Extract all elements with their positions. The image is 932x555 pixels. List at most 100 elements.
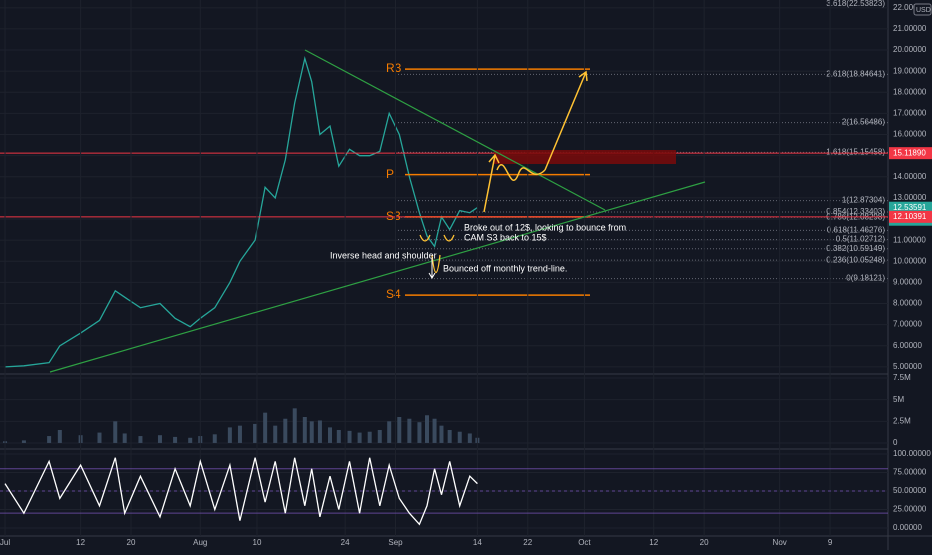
volume-bar	[439, 425, 444, 443]
price-line	[4, 55, 478, 368]
annotation: Inverse head and shoulder	[330, 250, 437, 260]
y-tick-label: 50.00000	[893, 486, 927, 495]
currency-label: USD	[916, 7, 931, 14]
fib-label: 0(9.18121)	[846, 274, 885, 283]
price-badge-label: 15.11890	[893, 148, 926, 157]
volume-bar	[57, 429, 62, 443]
fib-label: 2(16.56486)	[842, 118, 885, 127]
fib-label: 3.618(22.53823)	[826, 0, 885, 8]
x-tick-label: 9	[828, 538, 833, 547]
fib-label: 0.236(10.05248)	[826, 255, 885, 264]
annotation: Broke out of 12$, looking to bounce from	[464, 222, 626, 232]
y-tick-label: 9.00000	[893, 277, 922, 286]
y-tick-label: 0	[893, 438, 898, 447]
x-tick-label: 12	[649, 538, 658, 547]
annotation: Bounced off monthly trend-line.	[443, 263, 567, 273]
x-tick-label: 14	[473, 538, 482, 547]
volume-bar	[122, 433, 127, 443]
volume-bar	[447, 429, 452, 443]
arrow	[544, 70, 588, 171]
trendline	[49, 181, 706, 373]
x-tick-label: 12	[76, 538, 85, 547]
trendline	[304, 49, 606, 211]
fib-label: 0.5(11.02712)	[836, 235, 886, 244]
fib-label: 0.382(10.59149)	[826, 244, 885, 253]
y-tick-label: 14.00000	[893, 172, 927, 181]
price-badge-label: 12.10391	[893, 212, 927, 221]
volume-bar	[347, 430, 352, 443]
volume-bar	[253, 423, 258, 443]
x-tick-label: 24	[341, 538, 350, 547]
volume-bar	[21, 440, 26, 443]
volume-bar	[188, 437, 193, 443]
y-tick-label: 0.00000	[893, 523, 922, 532]
drawings	[49, 49, 706, 373]
volume-bar	[367, 431, 372, 443]
volume-bar	[357, 432, 362, 443]
pivot-label: R3	[386, 61, 402, 75]
volume-bar	[212, 434, 217, 443]
y-tick-label: 2.5M	[893, 416, 911, 425]
fib-label: 0.618(11.46276)	[827, 225, 885, 234]
x-tick-label: Oct	[578, 538, 591, 547]
volume-bar	[424, 415, 429, 443]
price-badge	[889, 201, 932, 214]
y-tick-label: 7.5M	[893, 373, 911, 382]
volume-bar	[377, 429, 382, 443]
price-badge-label: 12.53591	[893, 203, 927, 212]
pivot-label: P	[386, 167, 394, 181]
volume-bar	[317, 420, 322, 443]
y-tick-label: 18.00000	[893, 87, 927, 96]
x-tick-label: Nov	[773, 538, 787, 547]
volume-bar	[157, 435, 162, 443]
pivot-label: S4	[386, 287, 401, 301]
x-tick-label: Sep	[388, 538, 403, 547]
volume-bar	[237, 425, 242, 443]
y-tick-label: 5.00000	[893, 362, 922, 371]
y-tick-label: 17.00000	[893, 109, 927, 118]
fib-label: 1.618(15.15458)	[826, 148, 885, 157]
y-tick-label: 8.00000	[893, 299, 922, 308]
volume-bar	[328, 427, 333, 443]
fib-label: 0.854(12.33403)	[826, 207, 885, 216]
volume-bar	[387, 421, 392, 443]
price-badge	[889, 147, 932, 160]
resistance-zone	[494, 150, 676, 164]
y-tick-label: 13.00000	[893, 193, 927, 202]
price-badge	[889, 210, 932, 223]
volume-bar	[283, 418, 288, 443]
y-tick-label: 10.00000	[893, 256, 927, 265]
volume-bar	[292, 408, 297, 443]
x-tick-label: 22	[523, 538, 532, 547]
fib-label: 2.618(18.84641)	[826, 70, 885, 79]
arrow	[428, 258, 436, 279]
volume-bar	[273, 425, 278, 443]
x-tick-label: Jul	[0, 538, 10, 547]
volume-bar	[227, 427, 232, 443]
x-tick-label: 20	[700, 538, 709, 547]
volume-bar	[309, 421, 314, 443]
annotation: CAM S3 back to 15$	[464, 232, 547, 242]
volume-bar	[302, 416, 307, 443]
volume-bar	[467, 433, 472, 443]
volume-bar	[457, 431, 462, 443]
y-tick-label: 75.00000	[893, 468, 927, 477]
y-tick-label: 25.00000	[893, 505, 927, 514]
y-tick-label: 100.00000	[893, 449, 931, 458]
x-tick-label: 20	[127, 538, 136, 547]
y-tick-label: 5M	[893, 395, 904, 404]
volume-bar	[432, 418, 437, 443]
y-tick-label: 7.00000	[893, 320, 922, 329]
volume-bar	[397, 416, 402, 443]
arrow	[483, 153, 500, 213]
volume-bar	[336, 429, 341, 443]
y-tick-label: 20.00000	[893, 45, 927, 54]
y-tick-label: 6.00000	[893, 341, 922, 350]
head-shoulder-path	[419, 234, 455, 274]
volume-bar	[407, 418, 412, 443]
wave-path	[496, 164, 546, 181]
volume-bar	[47, 436, 52, 443]
y-tick-label: 11.00000	[893, 235, 926, 244]
